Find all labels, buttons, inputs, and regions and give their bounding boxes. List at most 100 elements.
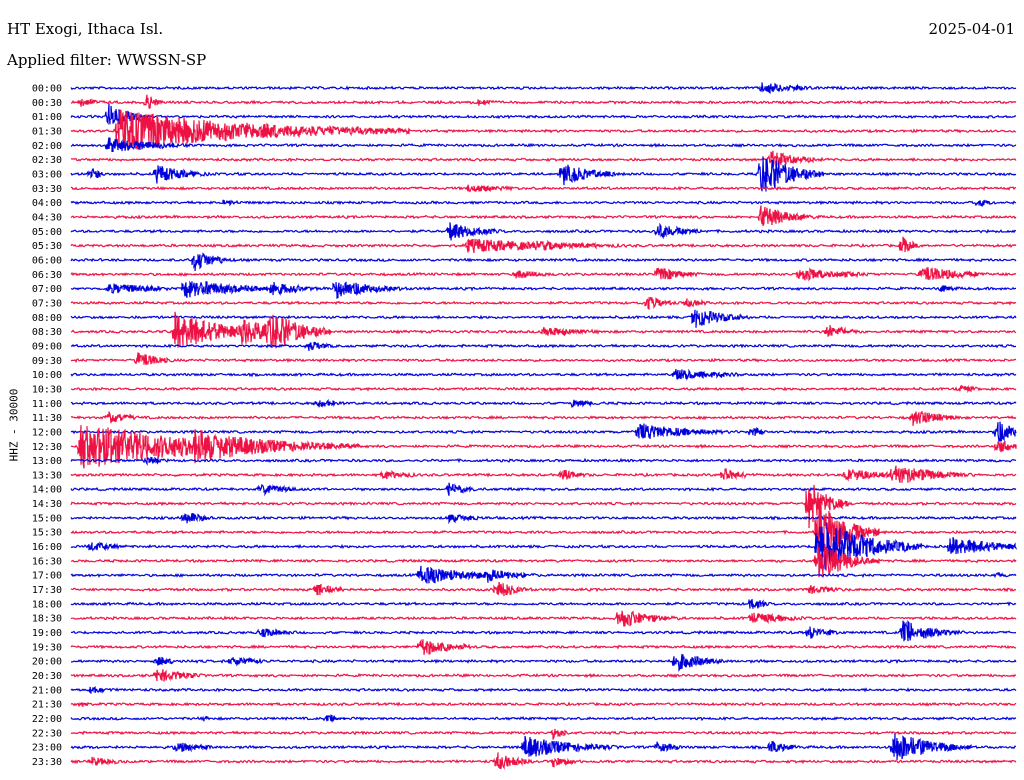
trace-line <box>70 352 1017 365</box>
row-label: 07:30 <box>32 298 62 309</box>
trace-line <box>70 296 1017 311</box>
row-label: 12:00 <box>32 427 62 438</box>
row-label: 14:30 <box>32 499 62 510</box>
trace-line <box>70 512 1017 525</box>
trace-line <box>70 266 1017 282</box>
row-label: 09:30 <box>32 356 62 367</box>
trace-line <box>71 653 1017 672</box>
trace-line <box>70 109 1016 151</box>
trace-line <box>70 421 1017 442</box>
trace-line <box>71 150 1017 168</box>
trace-line <box>70 94 1017 109</box>
trace-line <box>70 236 1017 254</box>
trace-line <box>70 341 1017 351</box>
row-label: 20:30 <box>32 671 62 682</box>
row-label: 16:00 <box>32 542 62 553</box>
trace-line <box>70 565 1017 584</box>
trace-line <box>70 522 1017 574</box>
row-label: 03:00 <box>32 169 62 180</box>
trace-line <box>70 398 1017 408</box>
row-label: 09:00 <box>32 341 62 352</box>
row-label: 19:00 <box>32 628 62 639</box>
trace-line <box>70 639 1016 655</box>
row-label: 22:00 <box>32 714 62 725</box>
row-label: 03:30 <box>32 184 62 195</box>
trace-line <box>70 156 1017 192</box>
row-label: 18:30 <box>32 614 62 625</box>
row-label: 12:30 <box>32 442 62 453</box>
row-label: 01:30 <box>32 126 62 137</box>
row-label: 13:30 <box>32 470 62 481</box>
row-label: 00:30 <box>32 98 62 109</box>
trace-line <box>70 482 1017 497</box>
row-label: 10:00 <box>32 370 62 381</box>
trace-line <box>70 252 1017 272</box>
trace-line <box>70 685 1017 694</box>
trace-line <box>70 714 1017 723</box>
trace-line <box>70 384 1017 394</box>
trace-line <box>70 465 1017 483</box>
trace-line <box>70 701 1017 708</box>
trace-line <box>70 619 1017 642</box>
trace-line <box>70 137 1017 152</box>
trace-line <box>70 484 1017 529</box>
trace-line <box>70 610 1017 627</box>
row-label: 05:30 <box>32 241 62 252</box>
filter-label: Applied filter: WWSSN-SP <box>7 51 207 69</box>
trace-line <box>70 309 1017 328</box>
trace-line <box>70 311 1017 349</box>
trace-line <box>70 410 1017 426</box>
row-label: 15:00 <box>32 513 62 524</box>
row-label: 11:00 <box>32 399 62 410</box>
row-label: 18:00 <box>32 599 62 610</box>
row-label: 17:30 <box>32 585 62 596</box>
row-label: 13:00 <box>32 456 62 467</box>
trace-line <box>70 456 1017 467</box>
row-label: 16:30 <box>32 556 62 567</box>
row-label: 06:00 <box>32 255 62 266</box>
row-label: 11:30 <box>32 413 62 424</box>
trace-line <box>70 280 1017 299</box>
traces <box>70 82 1017 770</box>
trace-line <box>70 82 1017 94</box>
trace-line <box>70 733 1017 761</box>
row-label: 00:00 <box>32 84 62 95</box>
row-label: 17:00 <box>32 571 62 582</box>
row-label: 08:30 <box>32 327 62 338</box>
row-label: 02:30 <box>32 155 62 166</box>
row-label: 02:00 <box>32 141 62 152</box>
row-label: 14:00 <box>32 485 62 496</box>
row-label: 22:30 <box>32 728 62 739</box>
row-label: 19:30 <box>32 642 62 653</box>
trace-line <box>70 544 1017 578</box>
trace-line <box>70 184 1017 193</box>
row-label: 04:00 <box>32 198 62 209</box>
row-label: 04:30 <box>32 212 62 223</box>
station-title: HT Exogi, Ithaca Isl. <box>7 20 164 38</box>
trace-line <box>70 425 1017 469</box>
row-label: 01:00 <box>32 112 62 123</box>
date-label: 2025-04-01 <box>928 20 1015 38</box>
row-label: 23:00 <box>32 743 62 754</box>
row-label: 23:30 <box>32 757 62 768</box>
trace-line <box>70 669 1017 682</box>
row-label: 08:00 <box>32 313 62 324</box>
trace-line <box>70 368 1017 381</box>
row-label: 05:00 <box>32 227 62 238</box>
trace-line <box>70 222 1017 241</box>
row-label: 06:30 <box>32 270 62 281</box>
trace-line <box>70 752 1017 770</box>
row-label: 21:00 <box>32 685 62 696</box>
row-labels: 00:00 00:30 01:00 01:30 02:00 02:30 03:00 03:30… <box>32 84 62 769</box>
row-label: 15:30 <box>32 528 62 539</box>
trace-line <box>70 581 1017 597</box>
trace-line <box>70 598 1017 609</box>
row-label: 21:30 <box>32 700 62 711</box>
trace-line <box>70 728 1017 740</box>
row-label: 20:00 <box>32 657 62 668</box>
trace-line <box>70 502 1017 558</box>
row-label: 07:00 <box>32 284 62 295</box>
trace-line <box>70 199 1017 207</box>
row-label: 10:30 <box>32 384 62 395</box>
